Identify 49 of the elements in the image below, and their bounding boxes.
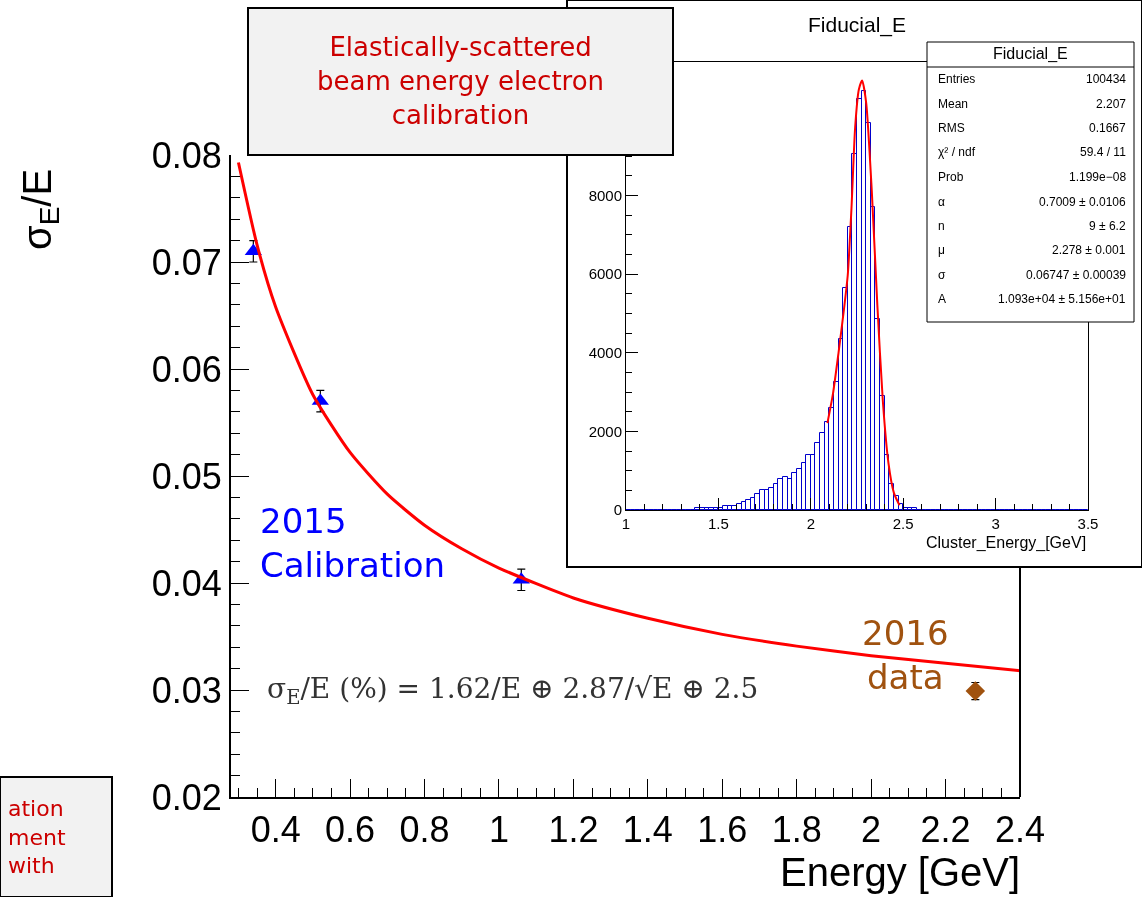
text: Entries 100434 [938, 72, 1127, 86]
y-tick-label: 0.03 [151, 669, 222, 711]
x-tick-label: 3 [991, 515, 1000, 532]
y-tick-label: 4000 [588, 344, 622, 362]
annotation: 2015 Calibration [260, 501, 445, 586]
y-tick-label: 2000 [588, 422, 622, 440]
text: Elastically-scattered beam energy electron calibration [317, 32, 605, 130]
x-tick-label: 1 [621, 515, 631, 532]
annotation: σ$_{E}$/E (%) = 1.62/E ⊕ 2.87/√E ⊕ 2.5 [267, 672, 759, 709]
point [965, 681, 986, 701]
y-tick-label: 0.04 [151, 562, 222, 604]
x-tick-label: 2 [806, 515, 815, 532]
x-tick-label: 0.6 [325, 809, 376, 851]
text: χ² / ndf 59.4 / 11 [938, 145, 1126, 159]
text: α 0.7009 ± 0.0106 [938, 195, 1126, 209]
y-tick-label: 0.05 [151, 455, 222, 497]
y-tick-label: 0.07 [151, 241, 222, 283]
x-tick-label: 1.5 [707, 515, 729, 532]
x-axis-title: Cluster_Energy_[GeV] [926, 534, 1087, 552]
text: μ 2.278 ± 0.001 [938, 243, 1126, 257]
annotation: 2016 data [862, 613, 949, 698]
text: RMS 0.1667 [938, 121, 1126, 135]
x-tick-label: 1.4 [622, 809, 673, 851]
x-tick-label: 1.8 [771, 809, 822, 851]
text: ation ment with [8, 796, 66, 879]
y-tick-label: 0.08 [151, 134, 222, 176]
chart-title: Fiducial_E [808, 13, 907, 37]
text: n 9 ± 6.2 [938, 219, 1126, 233]
x-tick-label: 1 [488, 809, 509, 851]
y-tick-label: 0.06 [151, 348, 222, 390]
x-tick-label: 2.4 [994, 809, 1046, 851]
x-tick-label: 2.2 [920, 809, 971, 851]
x-tick-label: 1.6 [697, 809, 748, 851]
text: A 1.093e+04 ± 5.156e+01 [938, 292, 1126, 306]
text: Fiducial_E [993, 45, 1068, 63]
text: Mean 2.207 [938, 97, 1127, 111]
x-tick-label: 2.5 [892, 515, 914, 532]
text: Prob 1.199e−08 [938, 170, 1127, 184]
text: σ 0.06747 ± 0.00039 [938, 268, 1127, 282]
x-tick-label: 1.2 [548, 809, 599, 851]
y-tick-label: 6000 [588, 265, 622, 283]
x-tick-label: 3.5 [1077, 515, 1099, 532]
x-axis-title: Energy [GeV] [780, 850, 1021, 894]
y-tick-label: 0.02 [151, 776, 222, 818]
x-tick-label: 2 [861, 809, 882, 851]
y-tick-label: 8000 [588, 186, 622, 204]
x-tick-label: 0.4 [250, 809, 301, 851]
x-tick-label: 0.8 [399, 809, 450, 851]
y-tick-label: 0 [613, 501, 622, 519]
